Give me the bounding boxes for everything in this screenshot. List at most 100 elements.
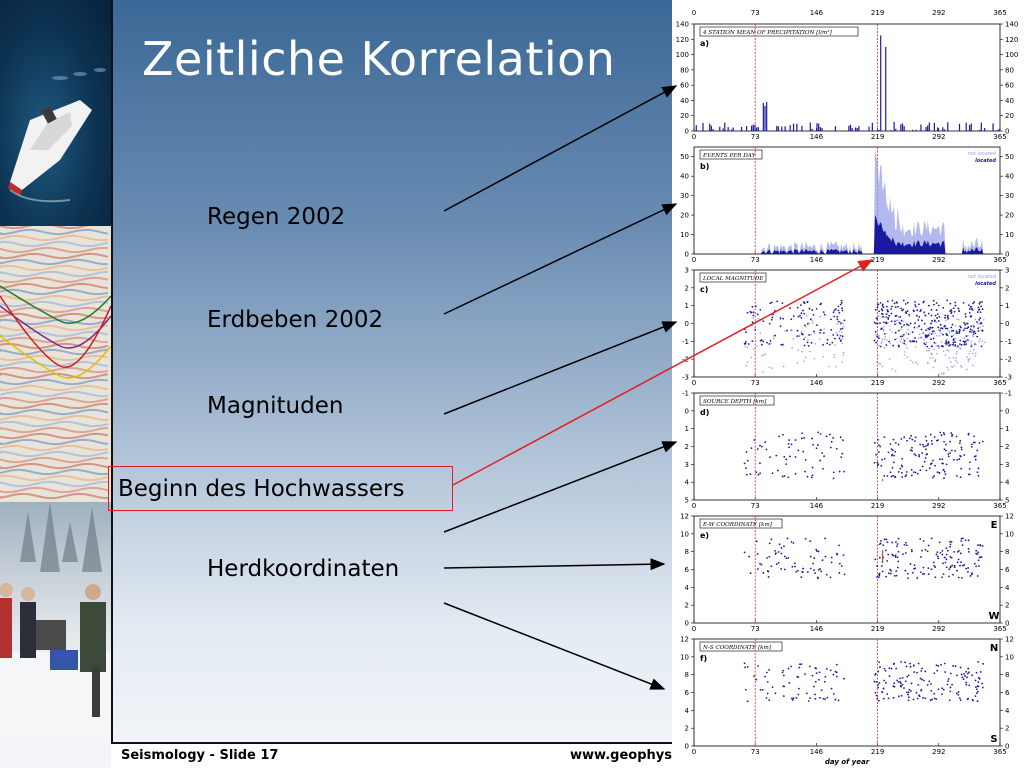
event-point [982, 330, 984, 332]
event-point [949, 699, 951, 701]
event-point [745, 689, 747, 691]
event-point [960, 667, 962, 669]
event-point [803, 313, 805, 315]
event-point [880, 540, 882, 542]
event-point-faint [954, 365, 956, 367]
x-tick-label: 365 [993, 379, 1006, 387]
event-point [898, 695, 900, 697]
event-point [843, 319, 845, 321]
event-point [975, 459, 977, 461]
event-point [890, 443, 892, 445]
event-point [981, 301, 983, 303]
event-point [975, 686, 977, 688]
event-point [931, 537, 933, 539]
event-point-faint [838, 331, 840, 333]
event-point [826, 436, 828, 438]
event-point [961, 344, 963, 346]
event-point [923, 573, 925, 575]
event-point [767, 693, 769, 695]
event-point [745, 341, 747, 343]
event-point [964, 324, 966, 326]
event-point [784, 556, 786, 558]
event-point-faint [970, 341, 972, 343]
event-point-faint [915, 361, 917, 363]
event-point [951, 557, 953, 559]
event-point-faint [835, 332, 837, 334]
event-point [910, 563, 912, 565]
event-point [968, 434, 970, 436]
event-point [816, 324, 818, 326]
panel-f [691, 639, 1003, 746]
event-point-faint [898, 316, 900, 318]
event-point [782, 672, 784, 674]
x-tick-label: 73 [751, 502, 760, 510]
event-point [888, 341, 890, 343]
event-point [905, 303, 907, 305]
event-point [923, 680, 925, 682]
precip-bar [878, 130, 879, 131]
field-work-photo [0, 502, 111, 742]
event-point [912, 572, 914, 574]
event-point [965, 316, 967, 318]
panel-frame [694, 516, 1000, 623]
arrow-erdbeben [444, 204, 676, 314]
event-point [886, 309, 888, 311]
event-point [784, 475, 786, 477]
event-point-faint [806, 315, 808, 317]
event-point-faint [791, 347, 793, 349]
event-point [826, 342, 828, 344]
event-point [747, 460, 749, 462]
event-point [911, 439, 913, 441]
event-point [758, 474, 760, 476]
event-point [915, 341, 917, 343]
event-point [842, 335, 844, 337]
event-point [767, 571, 769, 573]
event-point [922, 697, 924, 699]
x-tick-label: 292 [932, 748, 945, 756]
event-point [918, 316, 920, 318]
event-point [945, 327, 947, 329]
event-point [937, 665, 939, 667]
event-point [971, 574, 973, 576]
precip-bar [925, 127, 926, 131]
event-point [959, 442, 961, 444]
event-point [881, 308, 883, 310]
event-point [823, 332, 825, 334]
event-point [898, 330, 900, 332]
event-point [945, 558, 947, 560]
event-point [780, 568, 782, 570]
event-point [815, 668, 817, 670]
event-point [925, 448, 927, 450]
y-tick-label: 12 [1005, 636, 1014, 644]
panel-title: 4 STATION MEAN OF PRECIPITATION [l/m²] [702, 29, 833, 36]
event-point [950, 432, 952, 434]
event-point [834, 310, 836, 312]
event-point [788, 446, 790, 448]
event-point [973, 442, 975, 444]
event-point [774, 310, 776, 312]
event-point-faint [955, 338, 957, 340]
event-point [930, 338, 932, 340]
y-tick-label: 2 [1005, 602, 1009, 610]
event-point [969, 312, 971, 314]
event-point [838, 572, 840, 574]
event-point [798, 316, 800, 318]
event-point [961, 676, 963, 678]
event-point [906, 676, 908, 678]
event-point-faint [812, 322, 814, 324]
event-point [897, 556, 899, 558]
event-point [946, 566, 948, 568]
event-point [965, 343, 967, 345]
event-point [947, 334, 949, 336]
event-point-faint [960, 365, 962, 367]
event-point [933, 693, 935, 695]
event-point-faint [744, 346, 746, 348]
event-point [759, 309, 761, 311]
event-point-faint [964, 337, 966, 339]
precip-bar [895, 129, 896, 131]
event-point-faint [922, 332, 924, 334]
event-point [876, 698, 878, 700]
event-point-faint [881, 342, 883, 344]
event-point [933, 338, 935, 340]
